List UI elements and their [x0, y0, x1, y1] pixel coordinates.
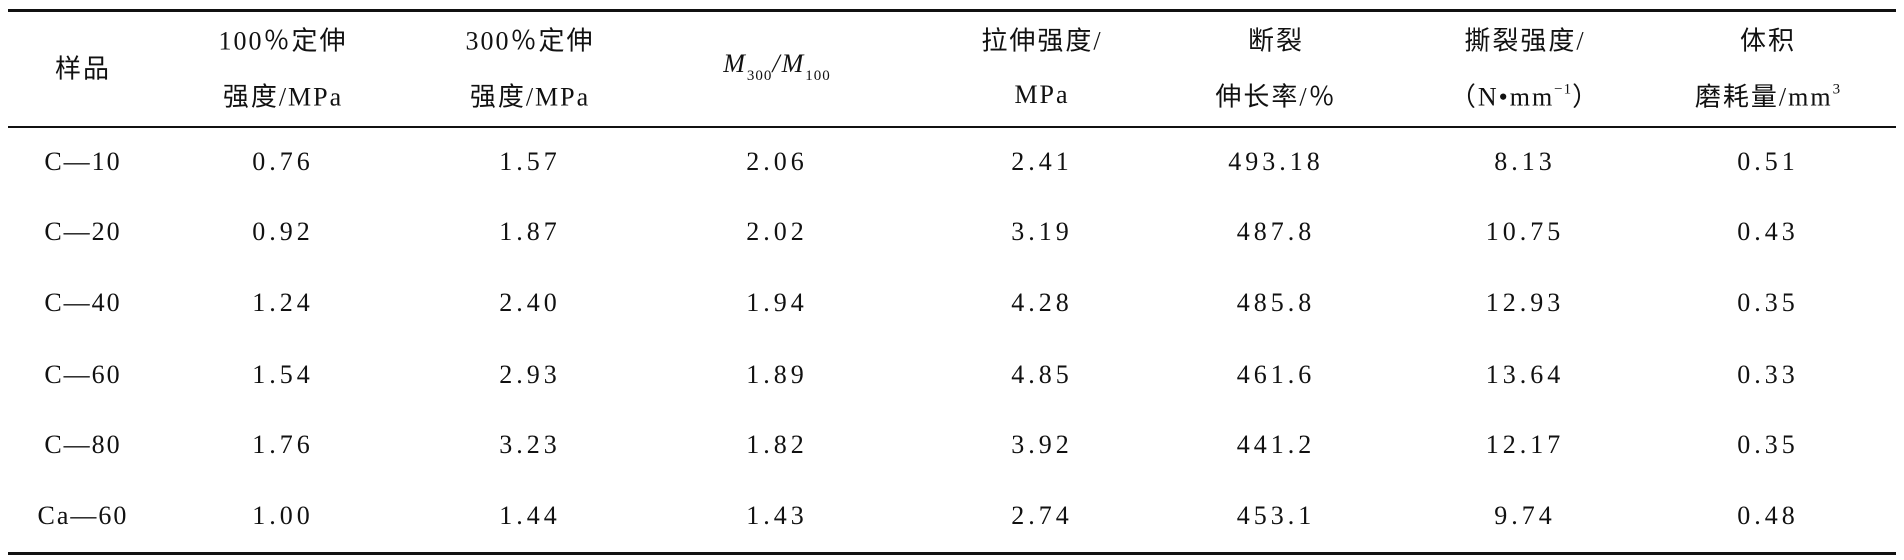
table-value: 485.8	[1236, 288, 1316, 317]
sample-name: C—20	[44, 217, 122, 246]
table-value: 4.85	[1011, 360, 1073, 389]
table-value: 1.44	[499, 501, 561, 530]
top-rule	[8, 9, 1896, 12]
table-value: 4.28	[1011, 288, 1073, 317]
sample-name: C—60	[44, 360, 122, 389]
table-value: 0.92	[252, 217, 314, 246]
header-cell: 强度/MPa	[223, 77, 343, 114]
header-cell: 300％定伸	[465, 21, 594, 58]
table-value: 461.6	[1236, 360, 1316, 389]
table-value: 1.82	[746, 430, 808, 459]
table-value: 1.94	[746, 288, 808, 317]
table-value: 453.1	[1236, 501, 1316, 530]
table-value: 2.41	[1011, 147, 1073, 176]
table-value: 1.87	[499, 217, 561, 246]
table-value: 0.35	[1737, 430, 1799, 459]
table-value: 10.75	[1485, 217, 1565, 246]
table-value: 0.35	[1737, 288, 1799, 317]
header-text: 100％定伸	[218, 26, 348, 56]
header-cell: 100％定伸	[218, 21, 347, 58]
header-sup: 3	[1832, 81, 1842, 98]
table-value: 441.2	[1236, 430, 1316, 459]
header-text: /M	[772, 49, 806, 78]
header-sup: −1	[1554, 81, 1573, 98]
header-cell: 强度/MPa	[470, 77, 590, 114]
table-value: 0.48	[1737, 501, 1799, 530]
header-rule	[8, 126, 1896, 128]
header-cell: M300/M100	[723, 49, 831, 85]
table-value: 0.43	[1737, 217, 1799, 246]
table-value: 3.92	[1011, 430, 1073, 459]
header-text: 伸长率/％	[1215, 82, 1337, 112]
header-cell: 磨耗量/mm3	[1695, 77, 1841, 114]
sample-name: C—80	[44, 430, 122, 459]
table-value: 12.17	[1485, 430, 1565, 459]
header-text: 300％定伸	[465, 26, 595, 56]
table-value: 1.00	[252, 501, 314, 530]
header-text: 磨耗量/mm	[1694, 82, 1833, 112]
header-text: 体积	[1739, 26, 1797, 56]
table-value: 8.13	[1494, 147, 1556, 176]
table-value: 493.18	[1228, 147, 1324, 176]
table-value: 1.54	[252, 360, 314, 389]
table-value: 0.76	[252, 147, 314, 176]
table-value: 1.24	[252, 288, 314, 317]
table-value: 2.06	[746, 147, 808, 176]
header-cell: 拉伸强度/	[981, 21, 1102, 58]
header-text: 强度/MPa	[222, 82, 344, 112]
header-text: 撕裂强度/	[1464, 26, 1586, 56]
table-value: 2.93	[499, 360, 561, 389]
table-value: 3.19	[1011, 217, 1073, 246]
header-text: ）	[1572, 82, 1601, 112]
header-cell: 伸长率/％	[1215, 77, 1336, 114]
sample-name: C—40	[44, 288, 122, 317]
header-cell: MPa	[1014, 80, 1069, 110]
header-text: 拉伸强度/	[981, 26, 1103, 56]
table-value: 0.33	[1737, 360, 1799, 389]
table-value: 12.93	[1485, 288, 1565, 317]
header-text: MPa	[1014, 80, 1070, 109]
table-value: 13.64	[1485, 360, 1565, 389]
table-value: 3.23	[499, 430, 561, 459]
table-value: 2.40	[499, 288, 561, 317]
table-value: 1.43	[746, 501, 808, 530]
header-sub: 100	[805, 68, 831, 84]
table-value: 487.8	[1236, 217, 1316, 246]
header-cell: （N•mm−1）	[1450, 77, 1600, 114]
table-value: 2.74	[1011, 501, 1073, 530]
bottom-rule	[8, 552, 1896, 555]
table-value: 0.51	[1737, 147, 1799, 176]
header-text: 强度/MPa	[469, 82, 591, 112]
table-value: 1.57	[499, 147, 561, 176]
header-text: 断裂	[1247, 26, 1305, 56]
table-value: 9.74	[1494, 501, 1556, 530]
header-cell: 体积	[1740, 21, 1796, 58]
header-text: （N•mm	[1449, 82, 1555, 112]
header-text: 样品	[54, 54, 112, 84]
table-value: 2.02	[746, 217, 808, 246]
header-sub: 300	[746, 68, 773, 84]
header-cell: 样品	[55, 49, 111, 86]
table-value: 1.76	[252, 430, 314, 459]
header-cell: 撕裂强度/	[1464, 21, 1585, 58]
header-cell: 断裂	[1248, 21, 1304, 58]
sample-name: C—10	[44, 147, 122, 176]
header-text: M	[723, 49, 747, 78]
table-value: 1.89	[746, 360, 808, 389]
sample-name: Ca—60	[37, 501, 129, 530]
